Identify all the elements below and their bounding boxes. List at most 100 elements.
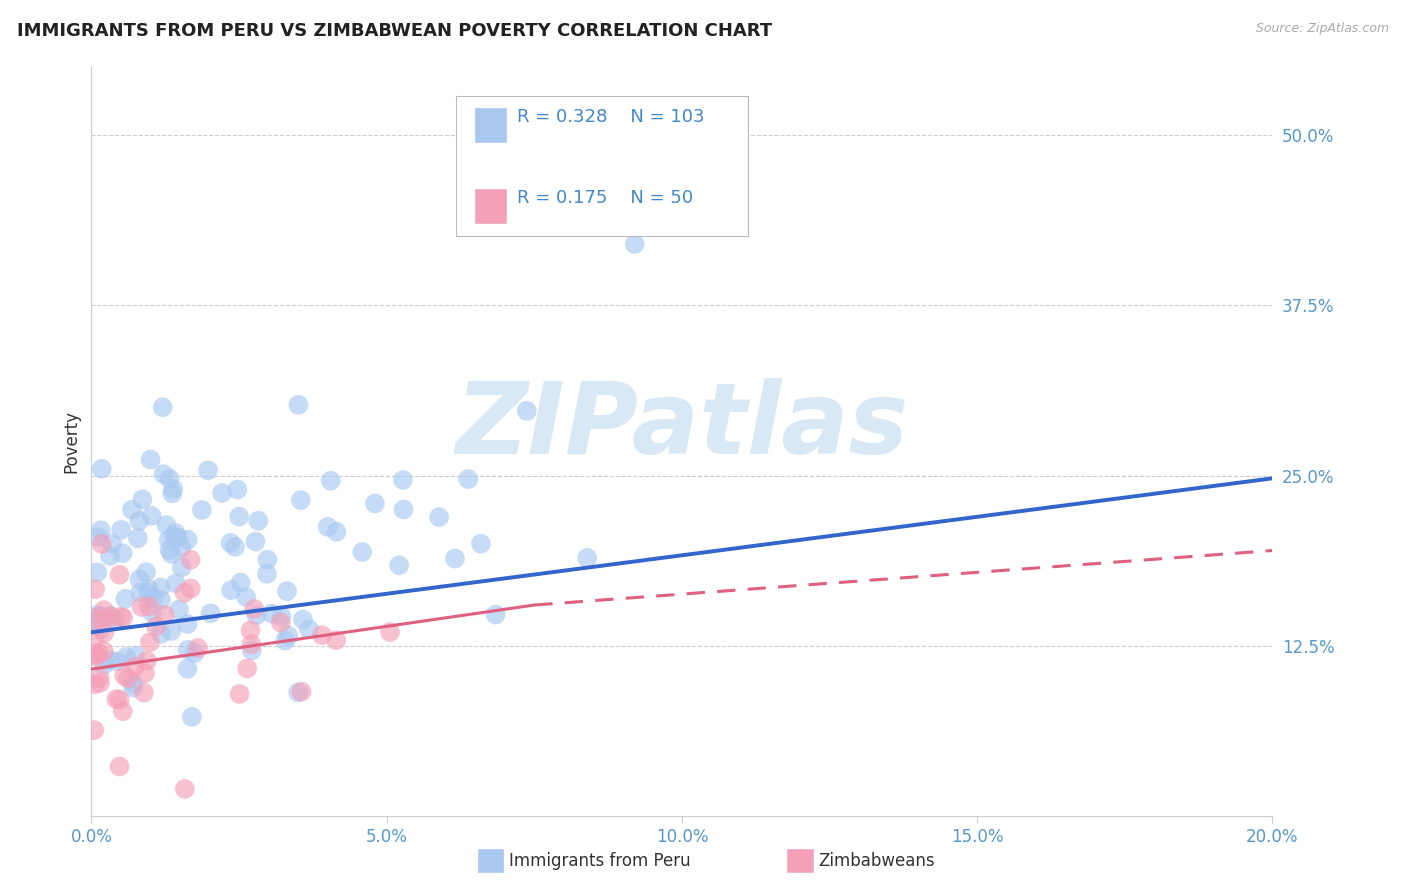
Point	[122, 681, 145, 695]
Point	[136, 585, 159, 599]
Point	[224, 540, 246, 554]
Point	[122, 677, 145, 691]
Text: Source: ZipAtlas.com: Source: ZipAtlas.com	[1256, 22, 1389, 36]
Point	[176, 533, 198, 547]
Point	[256, 552, 278, 566]
Point	[228, 687, 250, 701]
Point	[150, 627, 173, 641]
Point	[270, 615, 292, 630]
Point	[290, 493, 312, 508]
Point	[180, 582, 202, 596]
Point	[89, 671, 111, 685]
Point	[91, 612, 114, 626]
Point	[105, 692, 128, 706]
Point	[90, 537, 112, 551]
Text: R = 0.328    N = 103: R = 0.328 N = 103	[517, 108, 704, 126]
Point	[111, 704, 134, 718]
Point	[173, 585, 195, 599]
Point	[89, 609, 111, 624]
Point	[150, 592, 173, 607]
Point	[84, 648, 107, 662]
Point	[291, 613, 314, 627]
Point	[197, 463, 219, 477]
Point	[111, 546, 134, 560]
Point	[165, 576, 187, 591]
Point	[108, 567, 131, 582]
Point	[256, 566, 278, 581]
Point	[277, 628, 299, 642]
Point	[83, 723, 105, 737]
Point	[104, 614, 127, 628]
Point	[87, 647, 110, 661]
Point	[84, 582, 107, 597]
Point	[152, 467, 174, 481]
Point	[167, 602, 190, 616]
Point	[117, 672, 139, 686]
Point	[163, 530, 186, 544]
Point	[166, 530, 188, 544]
Point	[132, 686, 155, 700]
Point	[83, 677, 105, 691]
Point	[243, 602, 266, 616]
Point	[100, 608, 122, 623]
Point	[226, 483, 249, 497]
Point	[228, 509, 250, 524]
Point	[139, 452, 162, 467]
Point	[160, 624, 183, 638]
Point	[159, 472, 181, 486]
Point	[131, 492, 153, 507]
Text: Zimbabweans: Zimbabweans	[818, 852, 935, 870]
Point	[87, 530, 110, 544]
Point	[576, 550, 599, 565]
Point	[149, 581, 172, 595]
Point	[110, 609, 132, 624]
Point	[157, 533, 180, 547]
Point	[392, 502, 415, 516]
Point	[141, 605, 163, 619]
Point	[87, 646, 110, 660]
Text: IMMIGRANTS FROM PERU VS ZIMBABWEAN POVERTY CORRELATION CHART: IMMIGRANTS FROM PERU VS ZIMBABWEAN POVER…	[17, 22, 772, 40]
Point	[240, 637, 263, 651]
Point	[160, 486, 183, 500]
Point	[86, 608, 108, 623]
Point	[162, 482, 184, 496]
Point	[170, 541, 193, 555]
Point	[135, 654, 157, 668]
Point	[239, 624, 262, 638]
Point	[142, 591, 165, 606]
Point	[159, 543, 181, 558]
Point	[180, 710, 202, 724]
Point	[623, 237, 645, 252]
Point	[173, 781, 195, 796]
Point	[235, 591, 257, 605]
Point	[127, 531, 149, 545]
Point	[187, 640, 209, 655]
Point	[138, 599, 160, 614]
Point	[108, 759, 131, 773]
Point	[115, 650, 138, 665]
Point	[93, 603, 115, 617]
Point	[101, 536, 124, 550]
Point	[245, 608, 267, 623]
Point	[352, 545, 374, 559]
Point	[247, 514, 270, 528]
Point	[270, 609, 292, 624]
Text: ZIPatlas: ZIPatlas	[456, 378, 908, 475]
Point	[105, 655, 128, 669]
Point	[325, 633, 347, 648]
Point	[108, 692, 131, 706]
Point	[287, 685, 309, 699]
Point	[135, 565, 157, 579]
Point	[388, 558, 411, 573]
Point	[124, 648, 146, 663]
Point	[89, 675, 111, 690]
Point	[90, 523, 112, 537]
Point	[129, 585, 152, 599]
Point	[177, 643, 200, 657]
Point	[180, 552, 202, 566]
Point	[274, 633, 297, 648]
Point	[131, 599, 153, 614]
Point	[112, 669, 135, 683]
Point	[290, 684, 312, 698]
Point	[160, 547, 183, 561]
